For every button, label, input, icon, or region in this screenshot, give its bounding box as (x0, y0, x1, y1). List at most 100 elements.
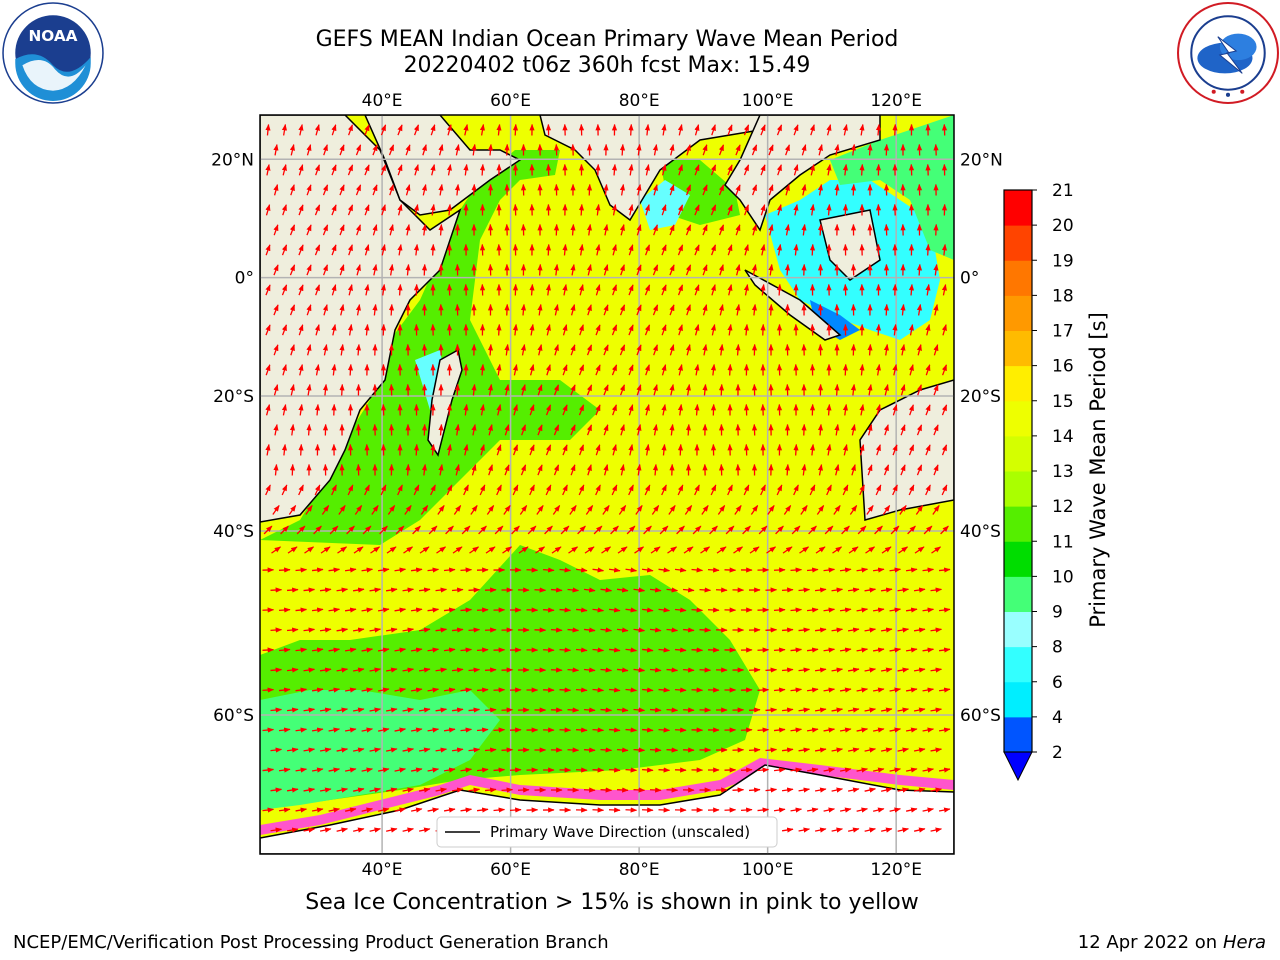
wave-direction-arrow (649, 587, 662, 593)
wave-direction-arrow (575, 647, 588, 653)
wave-direction-arrow (344, 687, 357, 693)
wave-direction-arrow (626, 525, 636, 535)
wave-direction-arrow (644, 324, 651, 336)
wave-direction-arrow (743, 204, 749, 216)
wave-direction-arrow (864, 627, 877, 633)
wave-direction-arrow (611, 444, 617, 456)
wave-direction-arrow (880, 667, 893, 673)
wave-direction-arrow (542, 607, 555, 613)
wave-direction-arrow (570, 464, 576, 476)
footer-date: 12 Apr 2022 on Hera (1078, 932, 1266, 953)
wave-direction-arrow (545, 444, 552, 456)
wave-direction-arrow (405, 184, 411, 196)
wave-direction-arrow (875, 363, 882, 376)
wave-direction-arrow (938, 647, 951, 653)
wave-direction-arrow (636, 424, 642, 436)
wave-direction-arrow (748, 707, 761, 713)
wave-direction-arrow (839, 647, 852, 653)
wave-direction-arrow (347, 204, 354, 216)
wave-direction-arrow (388, 303, 395, 316)
wave-direction-arrow (289, 144, 295, 156)
wave-direction-arrow (702, 343, 708, 356)
wave-direction-arrow (371, 504, 379, 515)
colorbar-tick-label: 21 (1052, 181, 1074, 201)
colorbar-segment (1004, 365, 1032, 402)
wave-direction-arrow (265, 364, 271, 376)
wave-direction-arrow (859, 484, 865, 496)
wave-direction-arrow (463, 123, 469, 136)
wave-direction-arrow (847, 667, 860, 673)
wave-direction-arrow (443, 607, 456, 613)
wave-direction-arrow (453, 504, 462, 515)
wave-direction-arrow (707, 567, 720, 573)
wave-direction-arrow (842, 123, 848, 136)
wave-direction-arrow (281, 123, 288, 136)
wave-direction-arrow (694, 164, 700, 176)
colorbar-tick-label: 2 (1052, 743, 1063, 763)
wave-direction-arrow (493, 727, 506, 733)
wave-direction-arrow (577, 525, 586, 535)
wave-direction-arrow (592, 567, 605, 573)
wave-direction-arrow (864, 587, 877, 593)
wave-direction-arrow (644, 284, 651, 296)
wave-direction-arrow (562, 364, 568, 376)
wave-direction-arrow (652, 224, 658, 236)
wave-direction-arrow (369, 627, 382, 633)
national-weather-service-logo (1177, 2, 1279, 104)
wave-direction-arrow (674, 727, 687, 733)
wave-direction-arrow (273, 463, 279, 476)
wave-direction-arrow (372, 224, 378, 236)
wave-direction-arrow (388, 224, 394, 236)
wave-direction-arrow (286, 587, 299, 593)
wave-direction-arrow (438, 463, 444, 476)
wave-direction-arrow (619, 224, 625, 236)
wave-direction-arrow (319, 627, 332, 633)
wave-direction-arrow (742, 525, 751, 535)
wave-direction-arrow (305, 504, 313, 515)
wave-direction-arrow (864, 667, 877, 673)
wave-direction-arrow (331, 323, 337, 336)
wave-direction-arrow (487, 383, 494, 396)
wave-direction-arrow (765, 707, 778, 713)
wave-direction-arrow (617, 546, 628, 554)
wave-direction-arrow (685, 144, 691, 156)
wave-direction-arrow (842, 403, 849, 416)
wave-direction-arrow (649, 707, 662, 713)
wave-direction-arrow (856, 607, 869, 613)
wave-direction-arrow (628, 163, 634, 176)
noaa-logo: NOAA (2, 2, 104, 104)
wave-direction-arrow (583, 747, 596, 753)
wave-direction-arrow (875, 484, 882, 496)
wave-direction-arrow (263, 525, 273, 535)
wave-direction-arrow (619, 344, 626, 356)
wave-direction-arrow (661, 204, 667, 216)
wave-direction-arrow (529, 283, 535, 296)
wave-direction-arrow (823, 687, 836, 693)
wave-direction-arrow (826, 203, 832, 216)
wave-direction-arrow (460, 647, 473, 653)
wave-direction-arrow (443, 647, 456, 653)
wave-direction-arrow (595, 484, 601, 496)
wave-direction-arrow (286, 627, 299, 633)
wave-direction-arrow (347, 244, 353, 256)
wave-direction-arrow (916, 424, 923, 436)
wave-direction-arrow (562, 283, 568, 296)
wave-direction-arrow (311, 687, 324, 693)
wave-direction-arrow (727, 284, 733, 296)
wave-direction-arrow (271, 546, 282, 554)
wave-direction-arrow (479, 363, 486, 376)
wave-direction-arrow (380, 323, 387, 336)
wave-direction-arrow (776, 204, 782, 216)
wave-direction-arrow (338, 504, 346, 515)
wave-direction-arrow (628, 244, 634, 256)
wave-direction-arrow (413, 484, 420, 496)
wave-direction-arrow (702, 383, 708, 396)
wave-direction-arrow (280, 525, 289, 535)
wave-direction-arrow (933, 303, 939, 316)
wave-direction-arrow (520, 343, 526, 356)
wave-direction-arrow (908, 404, 914, 416)
wave-direction-arrow (394, 687, 407, 693)
wave-direction-arrow (892, 363, 898, 376)
wave-direction-arrow (831, 587, 844, 593)
wave-direction-arrow (883, 464, 890, 476)
